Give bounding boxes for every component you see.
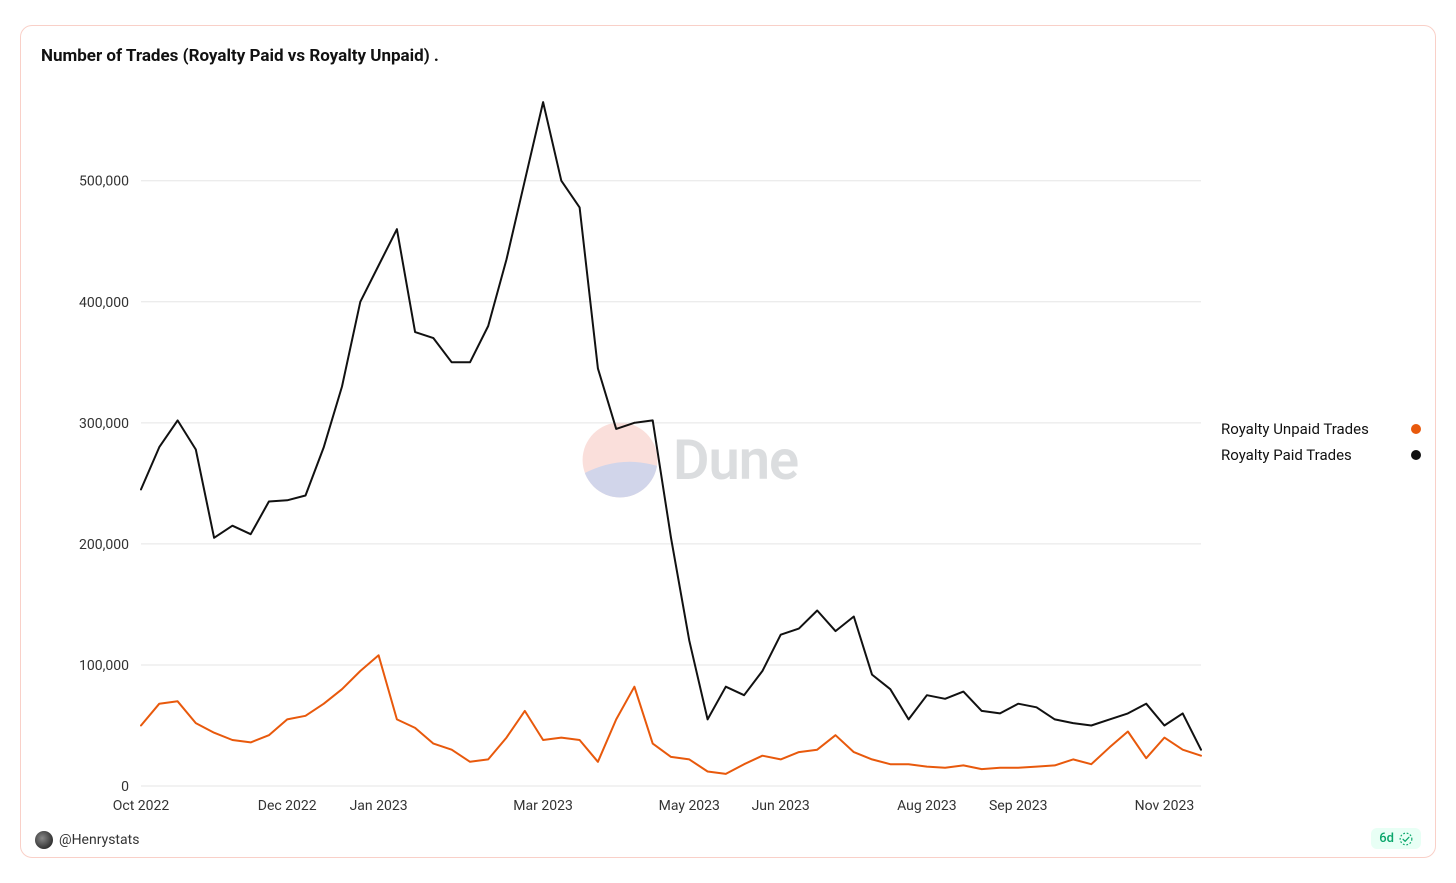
svg-text:May 2023: May 2023 <box>659 798 720 814</box>
svg-text:Jun 2023: Jun 2023 <box>752 798 810 814</box>
svg-text:Oct 2022: Oct 2022 <box>113 798 170 814</box>
svg-text:Mar 2023: Mar 2023 <box>513 798 573 814</box>
svg-text:Sep 2023: Sep 2023 <box>989 798 1048 814</box>
svg-text:500,000: 500,000 <box>79 174 129 190</box>
legend-item-unpaid[interactable]: Royalty Unpaid Trades <box>1221 416 1421 442</box>
svg-text:Jan 2023: Jan 2023 <box>350 798 408 814</box>
attribution[interactable]: @Henrystats <box>35 831 139 849</box>
avatar-icon <box>35 831 53 849</box>
freshness-badge[interactable]: 6d <box>1371 828 1421 849</box>
checkmark-icon <box>1399 832 1413 846</box>
chart-title: Number of Trades (Royalty Paid vs Royalt… <box>41 46 439 66</box>
svg-text:400,000: 400,000 <box>79 295 129 311</box>
svg-text:Dec 2022: Dec 2022 <box>258 798 317 814</box>
legend-swatch <box>1411 424 1421 434</box>
svg-text:200,000: 200,000 <box>79 537 129 553</box>
attribution-handle: @Henrystats <box>59 832 139 848</box>
svg-text:100,000: 100,000 <box>79 658 129 674</box>
legend-swatch <box>1411 450 1421 460</box>
legend-label: Royalty Unpaid Trades <box>1221 420 1405 438</box>
svg-text:300,000: 300,000 <box>79 416 129 432</box>
svg-text:0: 0 <box>121 779 129 795</box>
legend-label: Royalty Paid Trades <box>1221 446 1405 464</box>
svg-text:Aug 2023: Aug 2023 <box>897 798 957 814</box>
chart-card: Number of Trades (Royalty Paid vs Royalt… <box>20 25 1436 858</box>
legend-item-paid[interactable]: Royalty Paid Trades <box>1221 442 1421 468</box>
line-chart: 0 100,000 200,000 300,000 400,000 500,000 Oct … <box>51 86 1211 826</box>
svg-text:Nov 2023: Nov 2023 <box>1135 798 1195 814</box>
legend: Royalty Unpaid Trades Royalty Paid Trade… <box>1221 416 1421 468</box>
freshness-text: 6d <box>1379 831 1394 846</box>
